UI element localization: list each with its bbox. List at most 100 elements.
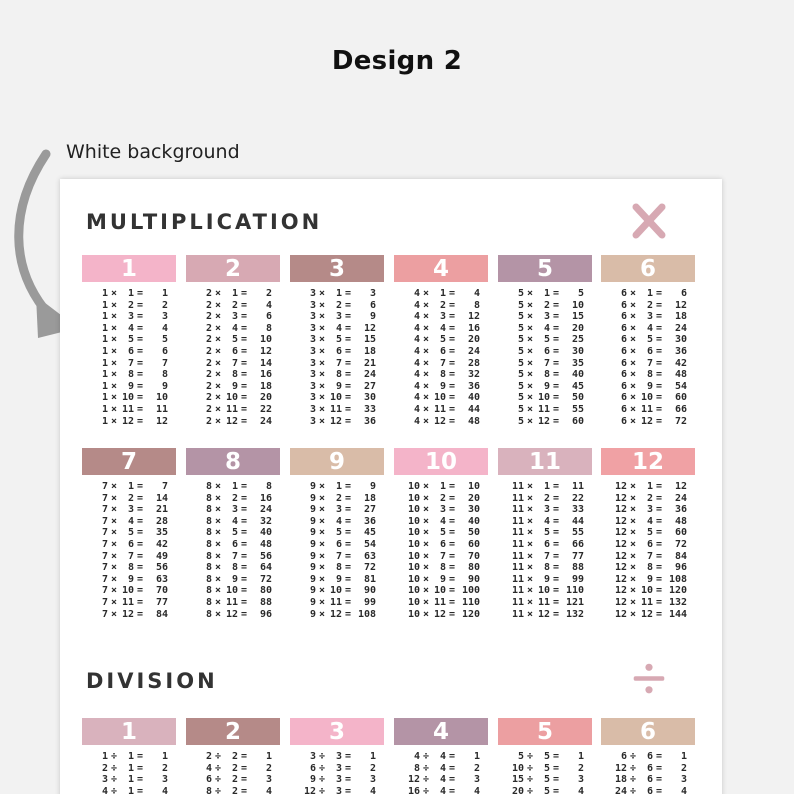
mult-row: 1 × 10 = 10 bbox=[82, 392, 176, 404]
equals: = bbox=[552, 515, 560, 527]
div-header-5: 5 bbox=[498, 718, 592, 745]
operand-a: 9 bbox=[309, 504, 316, 516]
result: 30 bbox=[571, 345, 584, 357]
result: 84 bbox=[674, 550, 687, 562]
operand-a: 5 bbox=[517, 288, 524, 299]
operand-b: 2 bbox=[231, 774, 238, 786]
operand-b: 3 bbox=[543, 504, 550, 516]
operand-a: 18 bbox=[614, 774, 627, 786]
operand-a: 4 bbox=[413, 357, 420, 369]
mult-row: 1 × 5 = 5 bbox=[82, 334, 176, 346]
operator: × bbox=[110, 596, 118, 608]
operand-a: 10 bbox=[407, 608, 420, 620]
equals: = bbox=[448, 785, 456, 794]
operator: ÷ bbox=[110, 751, 118, 762]
operand-b: 2 bbox=[231, 299, 238, 311]
operand-b: 3 bbox=[335, 504, 342, 516]
mult-row: 2 × 8 = 16 bbox=[186, 369, 280, 381]
result: 99 bbox=[363, 596, 376, 608]
operand-b: 3 bbox=[231, 311, 238, 323]
operand-b: 5 bbox=[439, 527, 446, 539]
equals: = bbox=[344, 504, 352, 516]
equals: = bbox=[240, 596, 248, 608]
operand-a: 1 bbox=[101, 334, 108, 346]
result: 66 bbox=[674, 403, 687, 415]
result: 40 bbox=[467, 515, 480, 527]
operator: × bbox=[526, 585, 534, 597]
operand-b: 5 bbox=[543, 334, 550, 346]
operand-a: 4 bbox=[413, 380, 420, 392]
result: 4 bbox=[473, 288, 480, 299]
result: 30 bbox=[363, 392, 376, 404]
mult-row: 10 × 1 = 10 bbox=[394, 481, 488, 493]
operand-b: 5 bbox=[543, 762, 550, 774]
operator: × bbox=[318, 357, 326, 369]
div-row: 5 ÷ 5 = 1 bbox=[498, 751, 592, 763]
operator: × bbox=[629, 492, 637, 504]
operand-b: 7 bbox=[646, 357, 653, 369]
result: 36 bbox=[363, 415, 376, 427]
operand-b: 8 bbox=[335, 562, 342, 574]
operator: × bbox=[110, 345, 118, 357]
div-row: 3 ÷ 1 = 3 bbox=[82, 774, 176, 786]
operand-a: 10 bbox=[407, 573, 420, 585]
operand-a: 1 bbox=[101, 299, 108, 311]
result: 2 bbox=[161, 762, 168, 774]
equals: = bbox=[136, 538, 144, 550]
mult-table-8: 8 8 × 1 = 8 8 × 2 = 16 8 × 3 = 24 8 × 4 = 32 8 × 5 = 40 8 × 6 = 48 8 × 7 =… bbox=[186, 448, 280, 620]
operand-b: 6 bbox=[543, 345, 550, 357]
mult-row: 5 × 6 = 30 bbox=[498, 346, 592, 358]
operand-b: 3 bbox=[543, 311, 550, 323]
mult-row: 8 × 12 = 96 bbox=[186, 609, 280, 621]
equals: = bbox=[136, 596, 144, 608]
mult-row: 9 × 4 = 36 bbox=[290, 516, 384, 528]
result: 99 bbox=[571, 573, 584, 585]
mult-row: 2 × 2 = 4 bbox=[186, 300, 280, 312]
mult-row: 7 × 8 = 56 bbox=[82, 562, 176, 574]
result: 55 bbox=[571, 403, 584, 415]
equals: = bbox=[344, 345, 352, 357]
multiply-icon bbox=[632, 203, 666, 239]
equals: = bbox=[448, 550, 456, 562]
operand-a: 2 bbox=[205, 288, 212, 299]
mult-row: 6 × 11 = 66 bbox=[601, 404, 695, 416]
operator: × bbox=[318, 299, 326, 311]
operand-a: 11 bbox=[511, 481, 524, 492]
operand-a: 10 bbox=[407, 527, 420, 539]
operator: × bbox=[214, 573, 222, 585]
equals: = bbox=[136, 345, 144, 357]
result: 100 bbox=[461, 585, 480, 597]
operand-b: 3 bbox=[335, 785, 342, 794]
result: 63 bbox=[363, 550, 376, 562]
mult-row: 11 × 1 = 11 bbox=[498, 481, 592, 493]
operand-b: 2 bbox=[127, 299, 134, 311]
operand-b: 2 bbox=[127, 492, 134, 504]
operator: × bbox=[214, 550, 222, 562]
equals: = bbox=[552, 299, 560, 311]
operand-a: 7 bbox=[101, 585, 108, 597]
operand-a: 1 bbox=[101, 345, 108, 357]
result: 5 bbox=[161, 334, 168, 346]
equals: = bbox=[552, 573, 560, 585]
mult-row: 10 × 11 = 110 bbox=[394, 597, 488, 609]
operator: × bbox=[214, 538, 222, 550]
operand-a: 2 bbox=[205, 311, 212, 323]
operand-b: 8 bbox=[439, 562, 446, 574]
mult-row: 9 × 6 = 54 bbox=[290, 539, 384, 551]
result: 24 bbox=[259, 504, 272, 516]
operand-b: 7 bbox=[543, 550, 550, 562]
operator: × bbox=[110, 369, 118, 381]
operand-b: 12 bbox=[225, 608, 238, 620]
equals: = bbox=[136, 415, 144, 427]
result: 1 bbox=[161, 751, 168, 762]
mult-row: 9 × 5 = 45 bbox=[290, 527, 384, 539]
operand-b: 5 bbox=[543, 774, 550, 786]
equals: = bbox=[344, 492, 352, 504]
mult-row: 8 × 4 = 32 bbox=[186, 516, 280, 528]
equals: = bbox=[552, 392, 560, 404]
operand-b: 12 bbox=[433, 608, 446, 620]
result: 50 bbox=[571, 392, 584, 404]
div-header-4: 4 bbox=[394, 718, 488, 745]
result: 108 bbox=[357, 608, 376, 620]
mult-row: 5 × 3 = 15 bbox=[498, 311, 592, 323]
